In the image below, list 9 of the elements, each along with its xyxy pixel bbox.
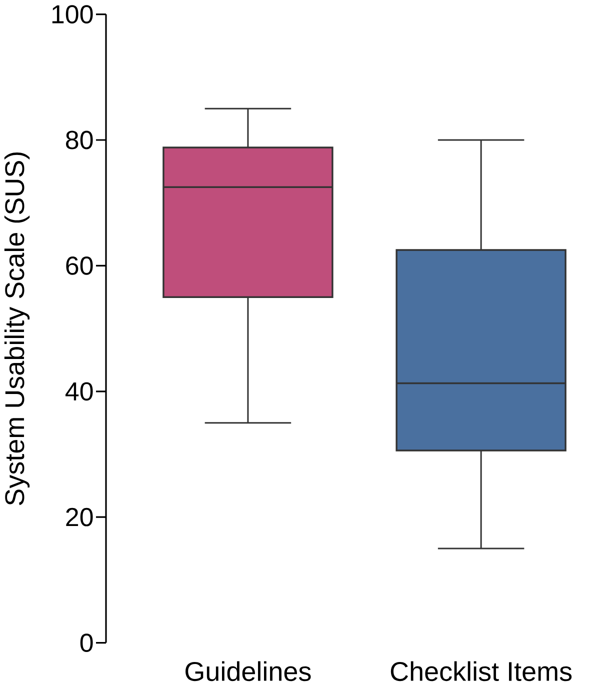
y-tick-label: 40	[65, 382, 93, 401]
y-axis-title: System Usability Scale (SUS)	[4, 152, 30, 506]
y-tick-label: 100	[52, 5, 93, 24]
x-tick-label: Checklist Items	[390, 661, 572, 682]
y-tick-label: 0	[80, 634, 93, 652]
y-tick-label: 20	[66, 508, 93, 526]
x-tick-label: Guidelines	[186, 661, 311, 682]
y-tick-label: 80	[66, 130, 93, 150]
y-tick-label: 60	[66, 256, 93, 275]
